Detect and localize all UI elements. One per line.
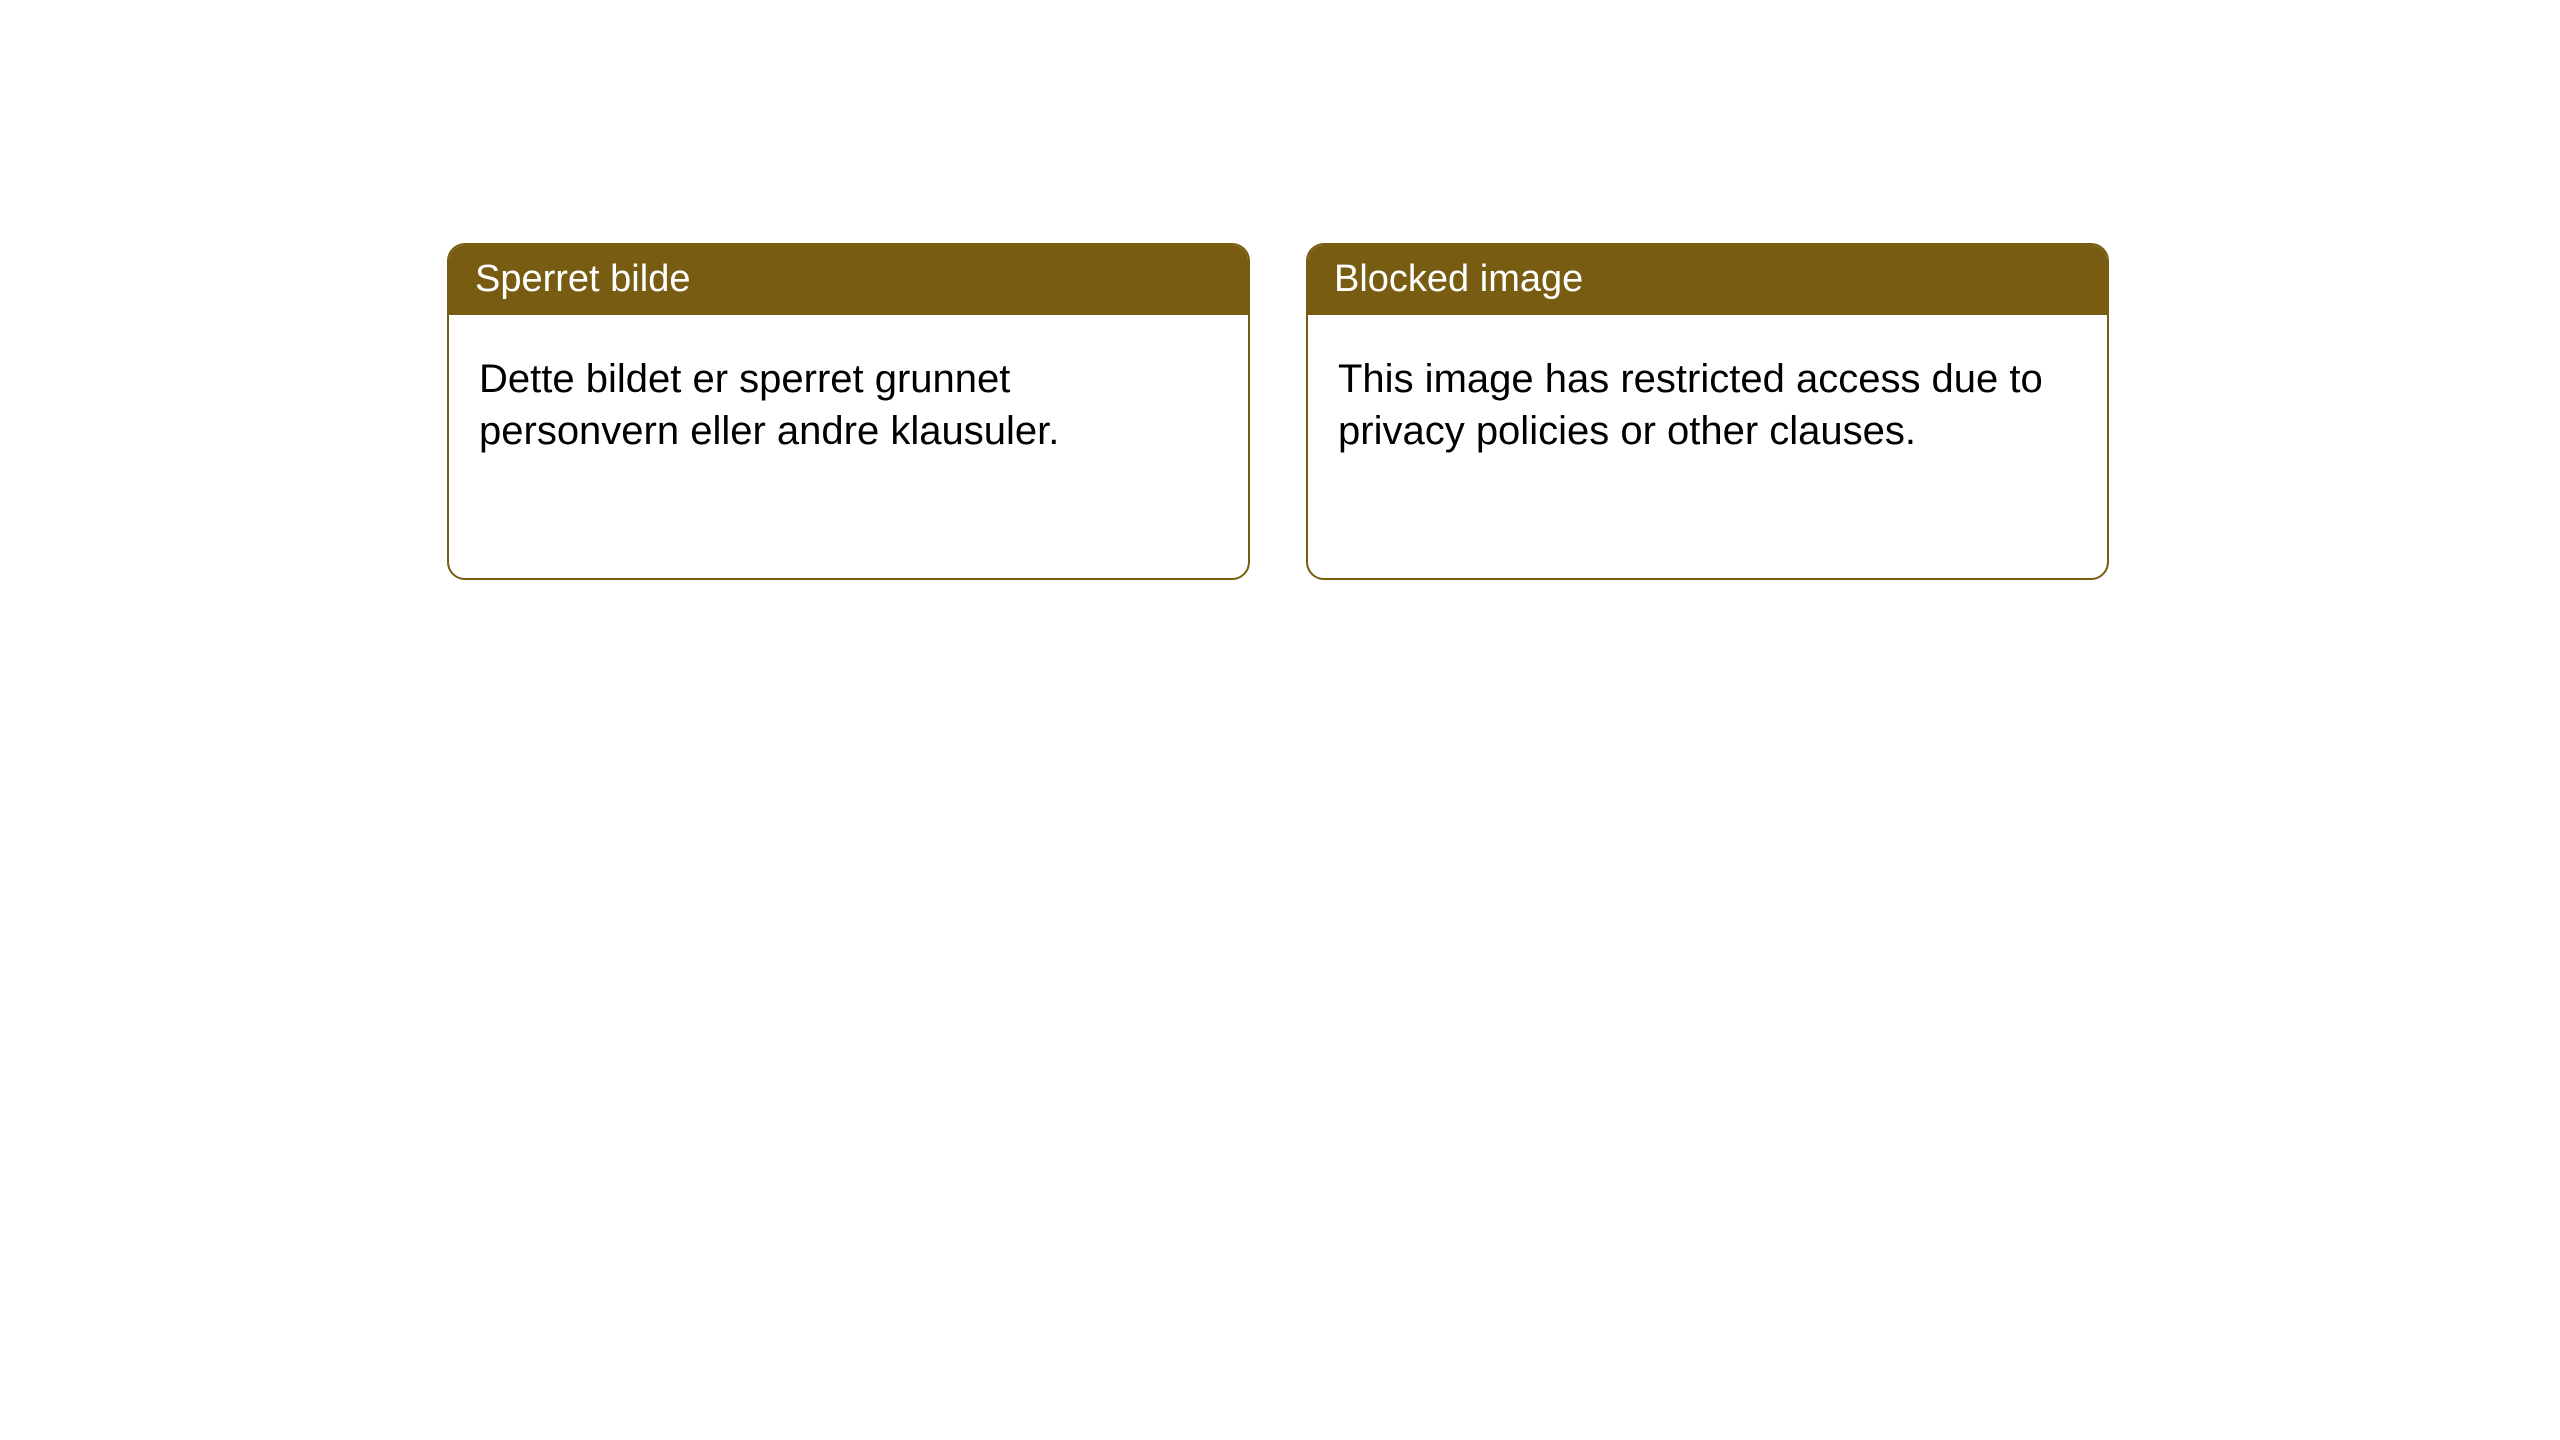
notice-container: Sperret bilde Dette bildet er sperret gr… [0,0,2560,580]
notice-body: Dette bildet er sperret grunnet personve… [449,315,1248,495]
notice-box-english: Blocked image This image has restricted … [1306,243,2109,580]
notice-header: Sperret bilde [449,245,1248,315]
notice-box-norwegian: Sperret bilde Dette bildet er sperret gr… [447,243,1250,580]
notice-body: This image has restricted access due to … [1308,315,2107,495]
notice-header: Blocked image [1308,245,2107,315]
